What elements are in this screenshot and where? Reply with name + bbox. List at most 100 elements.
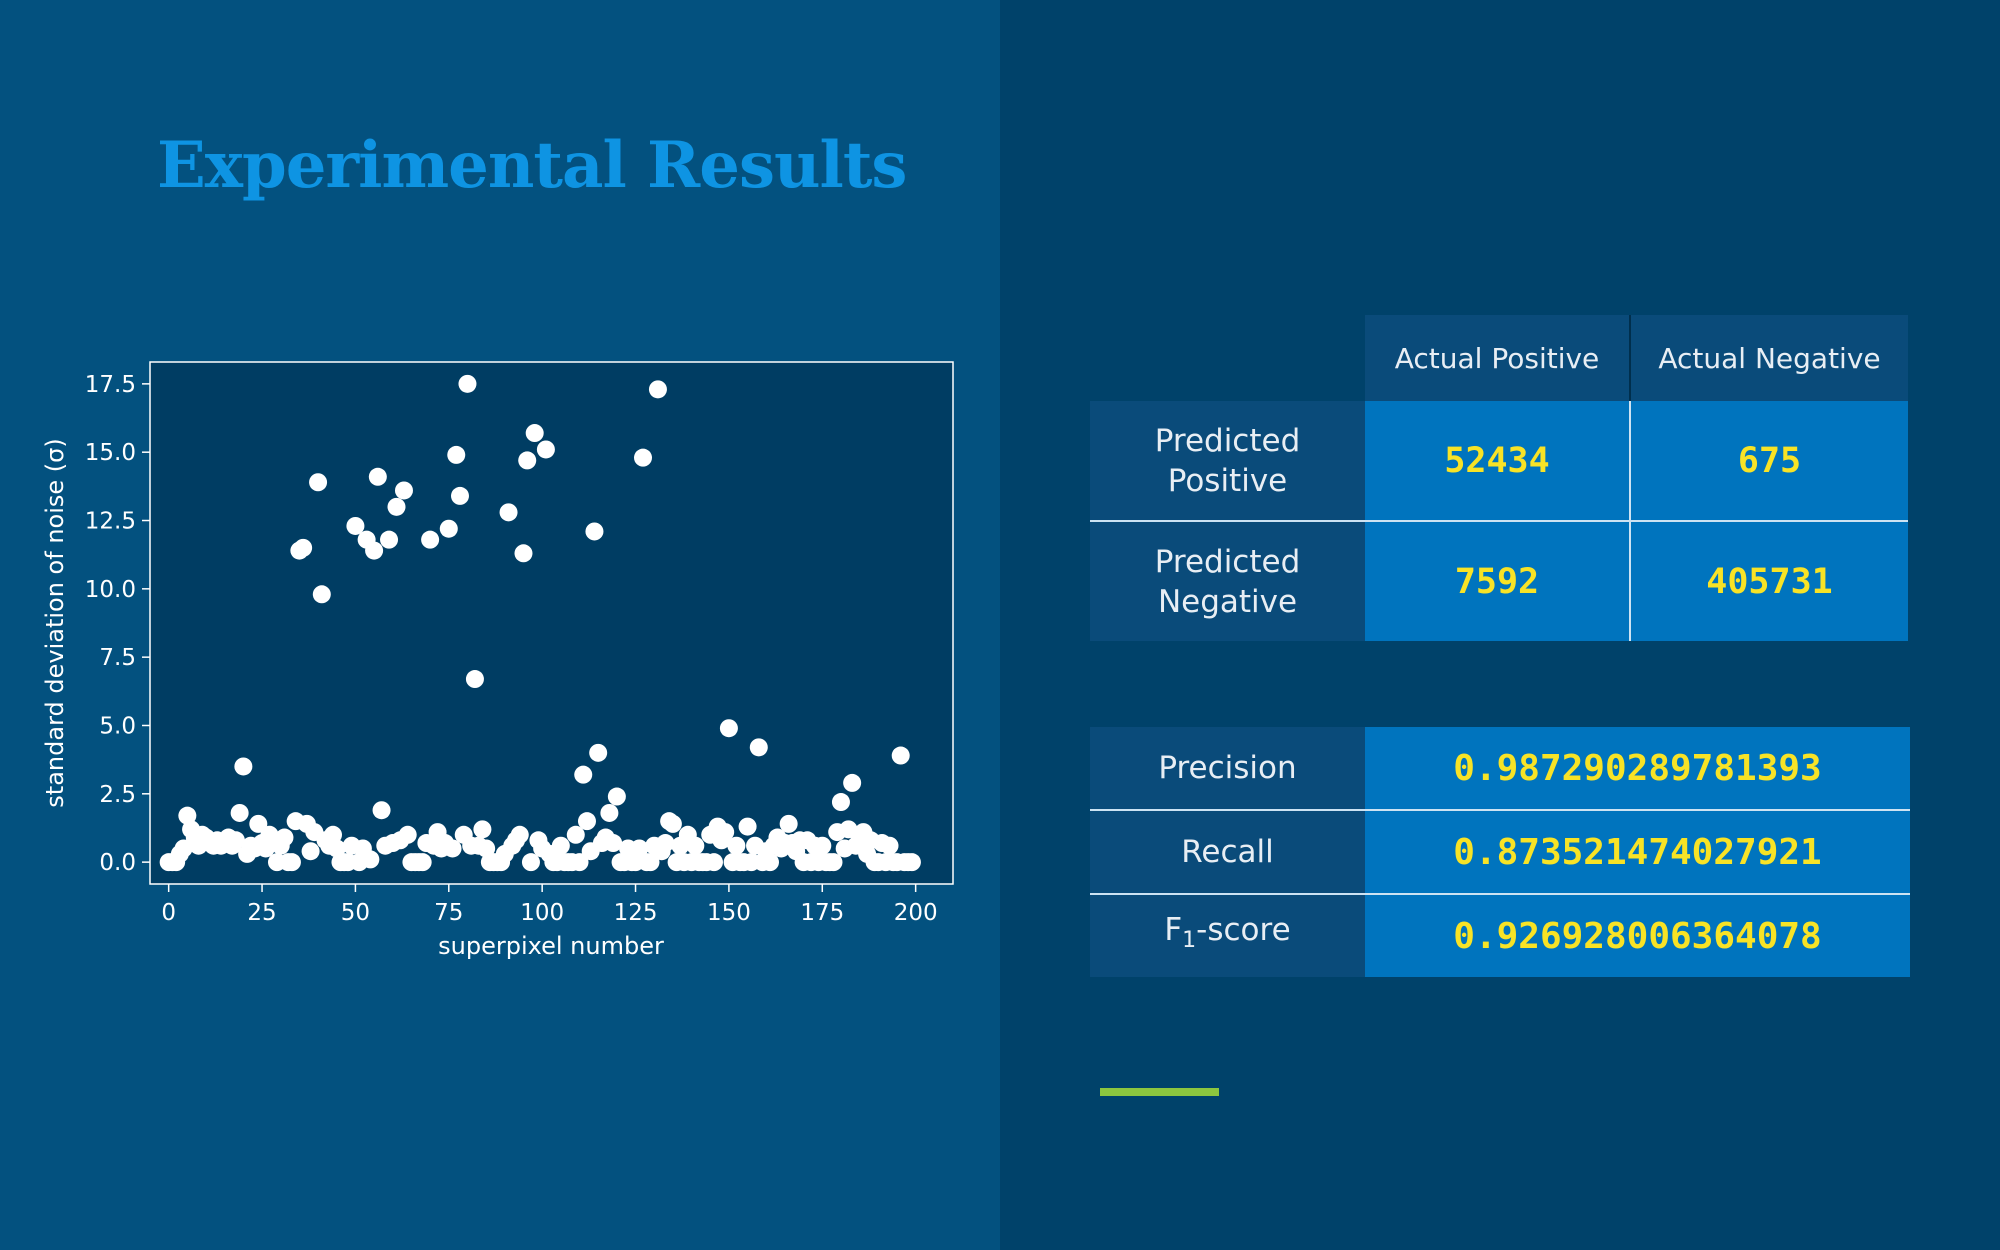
accent-bar: [1100, 1088, 1219, 1096]
metric-label-recall: Recall: [1090, 809, 1365, 894]
data-point: [234, 757, 253, 776]
data-point: [577, 812, 596, 831]
metric-value-recall: 0.873521474027921: [1365, 809, 1910, 894]
data-point: [327, 839, 346, 858]
y-tick-label: 17.5: [85, 372, 136, 398]
data-point: [600, 803, 619, 822]
data-point: [521, 853, 540, 872]
y-tick-label: 15.0: [85, 440, 136, 466]
data-point: [458, 374, 477, 393]
data-point: [831, 793, 850, 812]
confusion-row: Predicted Negative 7592 405731: [1090, 520, 1908, 641]
data-point: [380, 530, 399, 549]
data-point: [301, 842, 320, 861]
f1-label-sub: 1: [1182, 928, 1197, 954]
data-point: [473, 820, 492, 839]
data-point: [630, 839, 649, 858]
data-point: [510, 825, 529, 844]
y-tick-label: 10.0: [85, 577, 136, 603]
data-point: [738, 817, 757, 836]
data-point: [551, 836, 570, 855]
row-label-line: Negative: [1157, 583, 1298, 620]
data-point: [275, 828, 294, 847]
data-point: [499, 503, 518, 522]
scatter-chart: 0 25 50 75 100 125 150 175 200 0.0 2.5 5.0 7.5 10.0 12…: [41, 361, 954, 960]
data-point: [902, 853, 921, 872]
data-point: [727, 836, 746, 855]
data-point: [226, 831, 245, 850]
data-point: [518, 451, 537, 470]
metric-row: F1-score 0.926928006364078: [1090, 893, 1910, 977]
data-point: [413, 853, 432, 872]
x-axis-label: superpixel number: [438, 932, 664, 960]
data-point: [570, 853, 589, 872]
plot-area: [149, 361, 954, 885]
data-point: [447, 445, 466, 464]
data-point: [443, 839, 462, 858]
page-title: Experimental Results: [157, 128, 907, 203]
data-point: [465, 670, 484, 689]
y-tick-label: 5.0: [99, 713, 136, 739]
confusion-row: Predicted Positive 52434 675: [1090, 401, 1908, 521]
data-point: [607, 787, 626, 806]
data-point: [719, 719, 738, 738]
data-point: [749, 738, 768, 757]
col-header-actual-positive: Actual Positive: [1365, 315, 1630, 401]
data-point: [365, 541, 384, 560]
cell-true-negative: 405731: [1629, 520, 1908, 641]
row-label-line: Predicted: [1154, 422, 1301, 459]
row-label-line: Positive: [1167, 462, 1288, 499]
y-tick-label: 12.5: [85, 509, 136, 535]
data-point: [891, 746, 910, 765]
data-point: [372, 801, 391, 820]
data-point: [394, 481, 413, 500]
f1-label-main: F: [1164, 912, 1183, 949]
data-point: [686, 836, 705, 855]
metric-value-f1: 0.926928006364078: [1365, 893, 1910, 977]
data-point: [346, 516, 365, 535]
cell-true-positive: 52434: [1365, 401, 1630, 521]
metric-row: Recall 0.873521474027921: [1090, 809, 1910, 894]
data-point: [294, 538, 313, 557]
y-tick-label: 0.0: [99, 850, 136, 876]
confusion-matrix: Actual Positive Actual Negative Predicte…: [1090, 315, 1908, 641]
data-point: [585, 522, 604, 541]
data-point: [361, 850, 380, 869]
data-point: [574, 765, 593, 784]
data-point: [779, 814, 798, 833]
cell-false-negative: 7592: [1365, 520, 1630, 641]
data-point: [813, 836, 832, 855]
metrics-table: Precision 0.987290289781393 Recall 0.873…: [1090, 727, 1910, 977]
data-point: [312, 585, 331, 604]
x-tick-label: 50: [341, 900, 370, 926]
y-tick-label: 7.5: [99, 645, 136, 671]
data-point: [324, 825, 343, 844]
x-tick-label: 75: [434, 900, 463, 926]
confusion-header-row: Actual Positive Actual Negative: [1090, 315, 1908, 401]
data-point: [839, 820, 858, 839]
data-point: [536, 440, 555, 459]
data-point: [704, 853, 723, 872]
f1-label-rest: -score: [1196, 912, 1291, 949]
data-point: [880, 836, 899, 855]
data-point: [477, 839, 496, 858]
row-label-line: Predicted: [1154, 543, 1301, 580]
x-tick-label: 150: [707, 900, 751, 926]
data-point: [398, 825, 417, 844]
data-point: [450, 486, 469, 505]
data-point: [663, 814, 682, 833]
data-point: [641, 853, 660, 872]
col-header-actual-negative: Actual Negative: [1629, 315, 1908, 401]
confusion-corner: [1090, 315, 1365, 401]
x-tick-label: 0: [161, 900, 176, 926]
row-label-predicted-positive: Predicted Positive: [1090, 401, 1365, 521]
data-point: [514, 544, 533, 563]
metric-value-precision: 0.987290289781393: [1365, 727, 1910, 810]
data-point: [178, 806, 197, 825]
data-point: [387, 497, 406, 516]
metric-label-f1: F1-score: [1090, 893, 1365, 977]
data-point: [174, 839, 193, 858]
cell-false-positive: 675: [1629, 401, 1908, 521]
x-tick-label: 25: [247, 900, 276, 926]
data-point: [282, 853, 301, 872]
